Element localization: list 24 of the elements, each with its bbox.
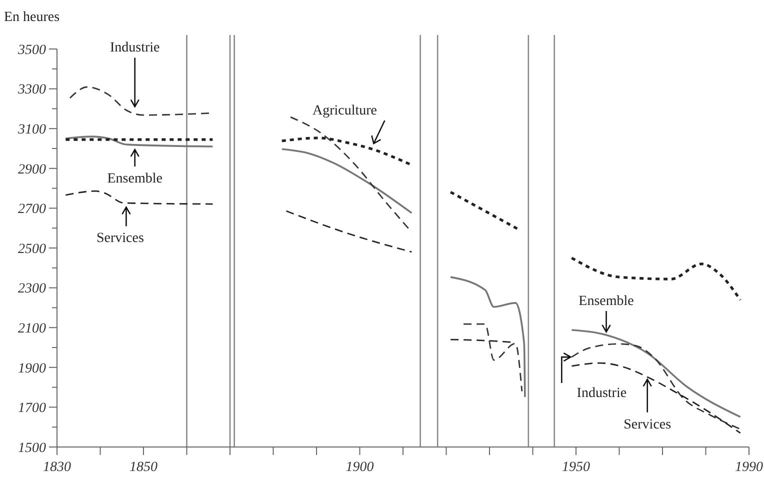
y-tick-label: 3500 xyxy=(17,42,46,58)
y-tick-label: 2500 xyxy=(18,242,46,257)
y-axis-title: En heures xyxy=(4,10,60,25)
x-tick-label: 1990 xyxy=(735,460,763,475)
y-tick-label: 2100 xyxy=(18,322,46,336)
x-tick-label: 1830 xyxy=(43,460,71,475)
x-tick-label: 1950 xyxy=(562,460,590,475)
y-tick-label: 3100 xyxy=(17,122,46,138)
y-tick-label: 1900 xyxy=(18,361,46,376)
annotation: Industrie xyxy=(576,386,627,402)
x-tick-label: 1900 xyxy=(346,460,374,475)
annotation: Services xyxy=(96,231,144,246)
y-tick-label: 2300 xyxy=(18,282,46,297)
y-tick-label: 1500 xyxy=(18,440,46,456)
annotation: Ensemble xyxy=(107,172,162,187)
x-tick-label: 1850 xyxy=(130,460,158,475)
y-tick-label: 3300 xyxy=(17,82,46,98)
annotation: Agriculture xyxy=(312,104,377,119)
y-tick-label: 1700 xyxy=(18,401,46,416)
annotation: Services xyxy=(624,417,672,432)
annotation: Ensemble xyxy=(578,294,634,309)
y-tick-label: 2900 xyxy=(18,162,46,178)
annotation: Industrie xyxy=(110,40,160,56)
y-tick-label: 2700 xyxy=(18,202,46,218)
